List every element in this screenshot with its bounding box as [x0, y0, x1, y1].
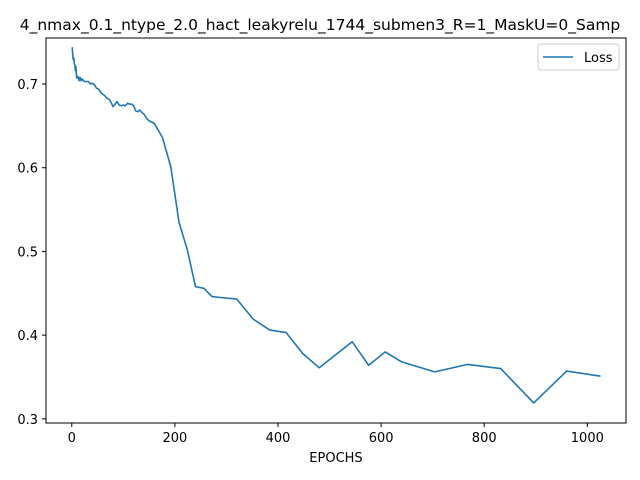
x-axis-ticks: 0 200 400 600 800 1000 — [68, 423, 604, 446]
x-tick-label: 1000 — [571, 431, 604, 446]
legend-box — [537, 43, 620, 71]
chart-title: 4_nmax_0.1_ntype_2.0_hact_leakyrelu_1744… — [20, 16, 621, 35]
y-tick-label: 0.7 — [17, 78, 38, 93]
x-tick-label: 800 — [472, 431, 497, 446]
series-line-loss — [71, 47, 601, 404]
x-tick-label: 600 — [369, 431, 394, 446]
x-tick-label: 400 — [266, 431, 291, 446]
legend: Loss — [537, 43, 620, 71]
plot-frame — [45, 37, 627, 424]
series-layer — [71, 47, 601, 404]
x-axis-label: EPOCHS — [309, 451, 362, 466]
x-tick-label: 0 — [68, 431, 76, 446]
y-tick-label: 0.4 — [17, 329, 38, 344]
legend-label-loss: Loss — [584, 51, 613, 66]
y-tick-label: 0.6 — [17, 162, 38, 177]
y-axis-ticks: 0.3 0.4 0.5 0.6 0.7 — [17, 78, 46, 428]
y-tick-label: 0.3 — [17, 413, 38, 428]
x-tick-label: 200 — [162, 431, 187, 446]
y-tick-label: 0.5 — [17, 245, 38, 260]
